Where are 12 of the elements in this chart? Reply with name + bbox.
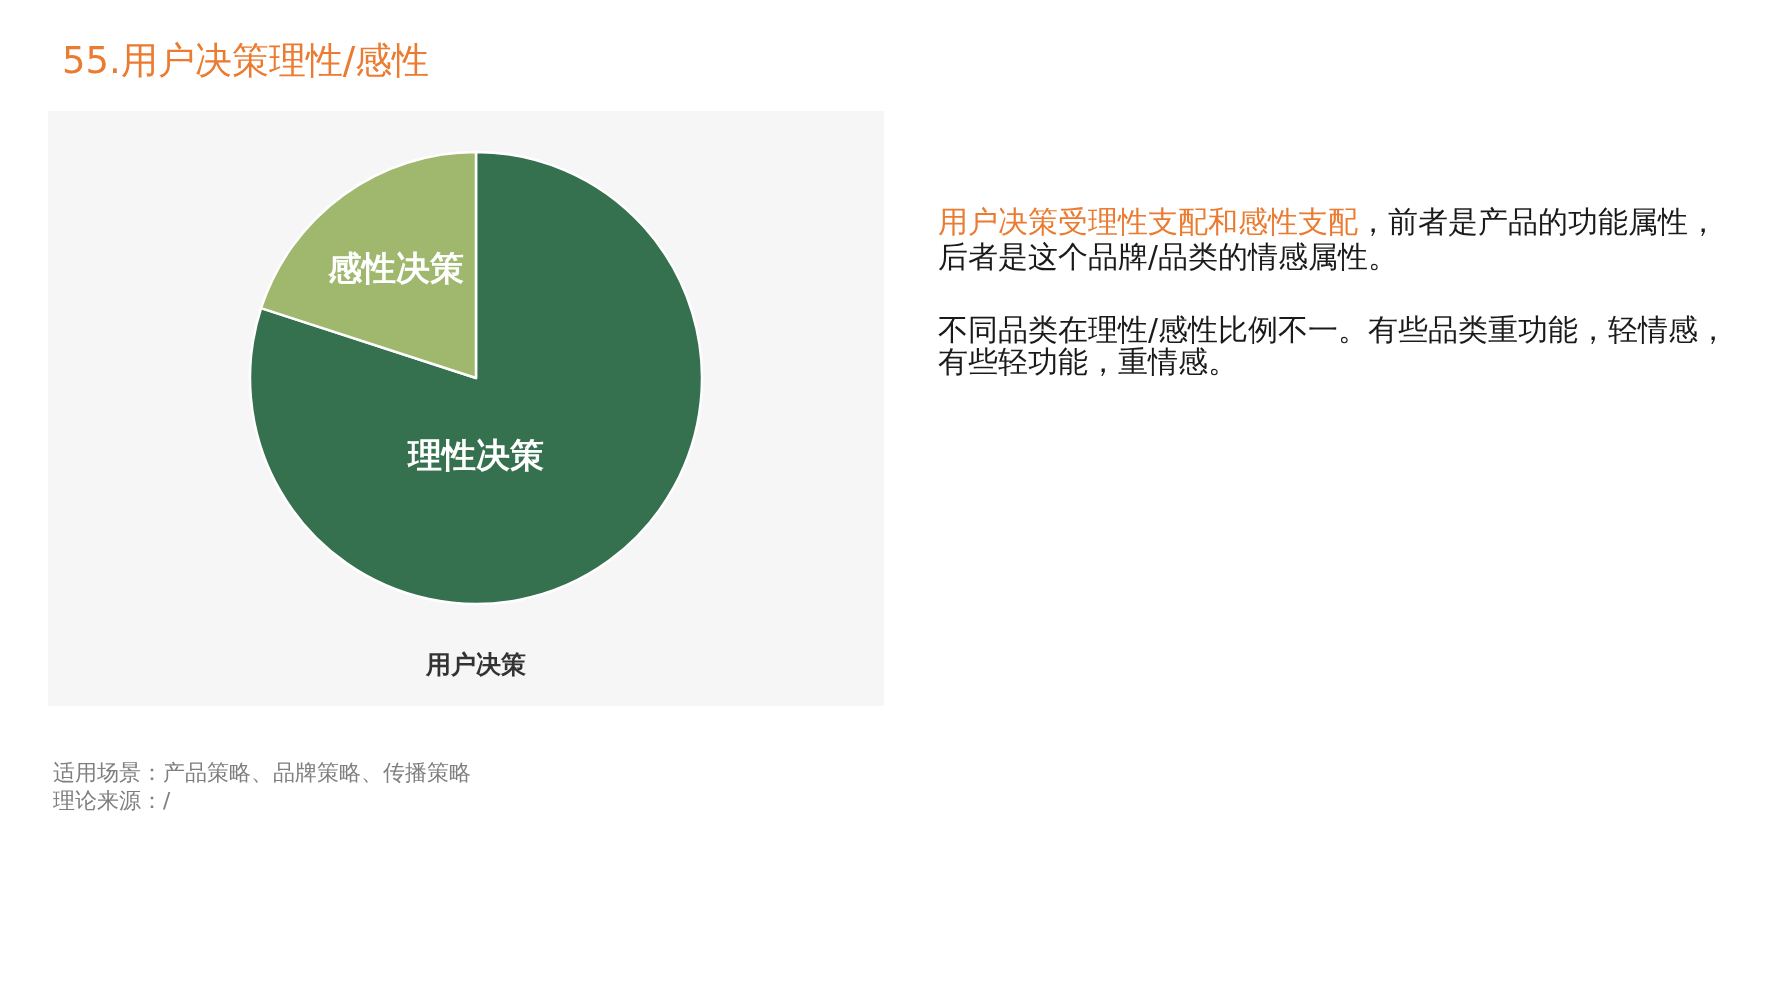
text: 不同品类在理性/感性比例不一。有些品类重功能，轻情感，	[938, 313, 1728, 347]
text: 用户决策	[425, 650, 526, 679]
text: 理论来源：/	[53, 788, 171, 813]
slice-label: 感性决策	[327, 248, 465, 289]
text: ，前者是产品的功能属性，	[1358, 205, 1718, 239]
text: 适用场景：产品策略、品牌策略、传播策略	[53, 760, 471, 785]
pie-slice	[249, 150, 704, 605]
text: 后者是这个品牌/品类的情感属性。	[938, 240, 1398, 274]
slice-label: 理性决策	[407, 434, 544, 475]
text: 有些轻功能，重情感。	[938, 345, 1238, 379]
chart-title: 55.用户决策理性/感性	[62, 39, 430, 82]
text: 用户决策受理性支配和感性支配	[938, 205, 1358, 239]
